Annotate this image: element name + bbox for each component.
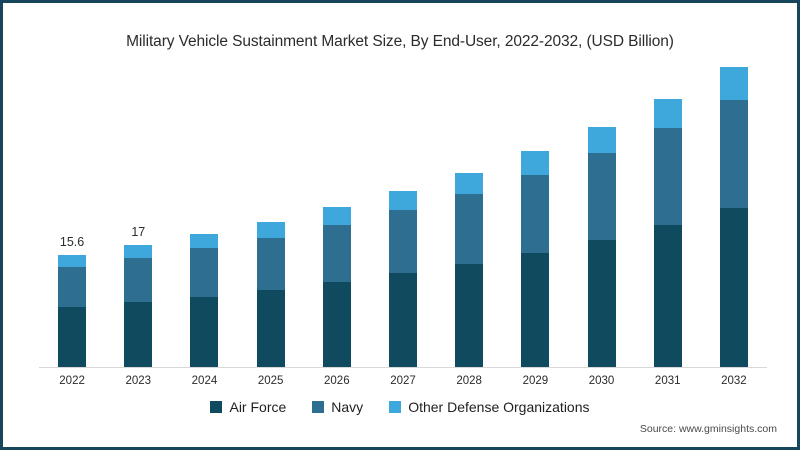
bar-segment-air-force-2030[interactable] <box>587 239 616 367</box>
page-title: Military Vehicle Sustainment Market Size… <box>126 33 674 50</box>
bar-segment-air-force-2031[interactable] <box>653 224 682 367</box>
x-axis-tick-2022: 2022 <box>59 375 85 387</box>
bar-segment-other-defense-organizations-2030[interactable] <box>587 126 616 154</box>
legend-label-navy: Navy <box>331 399 364 415</box>
bar-group-2030[interactable] <box>587 126 616 367</box>
bar-segment-other-defense-organizations-2022[interactable] <box>58 254 87 267</box>
bar-segment-navy-2027[interactable] <box>389 210 417 274</box>
bar-group-2032[interactable] <box>719 66 748 367</box>
x-axis-tick-2025: 2025 <box>257 375 284 387</box>
bar-group-2031[interactable] <box>653 98 682 367</box>
bar-segment-air-force-2028[interactable] <box>455 264 484 367</box>
bar-segment-other-defense-organizations-2023[interactable] <box>124 244 153 259</box>
source-caption: Source: www.gminsights.com <box>639 423 777 435</box>
x-axis-tick-2031: 2031 <box>654 375 681 387</box>
bar-segment-air-force-2026[interactable] <box>322 282 351 367</box>
chart-legend: Air Force Navy Other Defense Organizations <box>3 399 797 415</box>
bar-value-label-2022: 15.6 <box>59 234 85 249</box>
bar-segment-navy-2031[interactable] <box>653 128 682 225</box>
bar-segment-air-force-2023[interactable] <box>124 302 153 367</box>
bar-segment-navy-2025[interactable] <box>256 237 285 291</box>
bar-group-2026[interactable] <box>322 206 351 367</box>
legend-item-air_force[interactable]: Air Force <box>210 399 286 415</box>
bar-segment-navy-2028[interactable] <box>455 194 484 265</box>
bar-segment-other-defense-organizations-2027[interactable] <box>389 190 417 211</box>
bar-group-2022[interactable]: 15.6 <box>58 235 87 367</box>
bar-segment-other-defense-organizations-2024[interactable] <box>190 233 219 249</box>
bar-segment-air-force-2032[interactable] <box>719 208 748 367</box>
bar-segment-other-defense-organizations-2029[interactable] <box>521 151 550 175</box>
legend-swatch-icon-air_force <box>210 401 223 413</box>
legend-swatch-icon-other_defense <box>389 401 402 413</box>
bar-segment-other-defense-organizations-2031[interactable] <box>653 98 682 129</box>
bar-segment-navy-2026[interactable] <box>322 224 351 283</box>
plot-area: 15.6 17 <box>39 66 767 368</box>
bar-group-2023[interactable]: 17 <box>124 225 153 367</box>
bar-segment-navy-2023[interactable] <box>124 258 153 303</box>
bar-group-2028[interactable] <box>455 172 484 367</box>
bar-segment-air-force-2029[interactable] <box>521 252 550 367</box>
x-axis-tick-2027: 2027 <box>390 375 416 387</box>
bar-segment-other-defense-organizations-2026[interactable] <box>322 206 351 225</box>
x-axis-tick-2024: 2024 <box>191 375 218 387</box>
legend-item-other_defense[interactable]: Other Defense Organizations <box>389 399 590 415</box>
bar-group-2029[interactable] <box>521 151 550 367</box>
bar-value-label-2023: 17 <box>131 224 146 239</box>
bar-segment-other-defense-organizations-2028[interactable] <box>455 172 484 195</box>
x-axis-tick-2030: 2030 <box>588 375 615 387</box>
bar-segment-air-force-2022[interactable] <box>58 307 87 367</box>
x-axis-tick-2023: 2023 <box>125 375 152 387</box>
legend-label-air_force: Air Force <box>229 399 287 415</box>
x-axis-tick-2032: 2032 <box>721 375 747 387</box>
bar-segment-air-force-2024[interactable] <box>190 296 219 367</box>
legend-swatch-icon-navy <box>312 401 325 413</box>
bar-segment-navy-2024[interactable] <box>190 248 219 297</box>
bar-group-2027[interactable] <box>389 190 417 367</box>
legend-label-other_defense: Other Defense Organizations <box>408 399 590 415</box>
bar-segment-navy-2029[interactable] <box>521 174 550 253</box>
x-axis-tick-2029: 2029 <box>522 375 549 387</box>
bar-group-2025[interactable] <box>256 221 285 367</box>
bar-group-2024[interactable] <box>190 233 219 367</box>
x-axis-tick-2028: 2028 <box>456 375 482 387</box>
legend-item-navy[interactable]: Navy <box>312 399 363 415</box>
bar-segment-navy-2022[interactable] <box>58 267 87 308</box>
x-axis-tick-2026: 2026 <box>324 375 350 387</box>
bar-segment-other-defense-organizations-2025[interactable] <box>256 221 285 238</box>
x-axis-line <box>39 367 767 368</box>
bar-segment-air-force-2025[interactable] <box>256 290 285 367</box>
bar-segment-other-defense-organizations-2032[interactable] <box>719 66 748 101</box>
bar-segment-navy-2030[interactable] <box>587 153 616 240</box>
bar-segment-navy-2032[interactable] <box>719 100 748 208</box>
bar-segment-air-force-2027[interactable] <box>389 273 417 367</box>
